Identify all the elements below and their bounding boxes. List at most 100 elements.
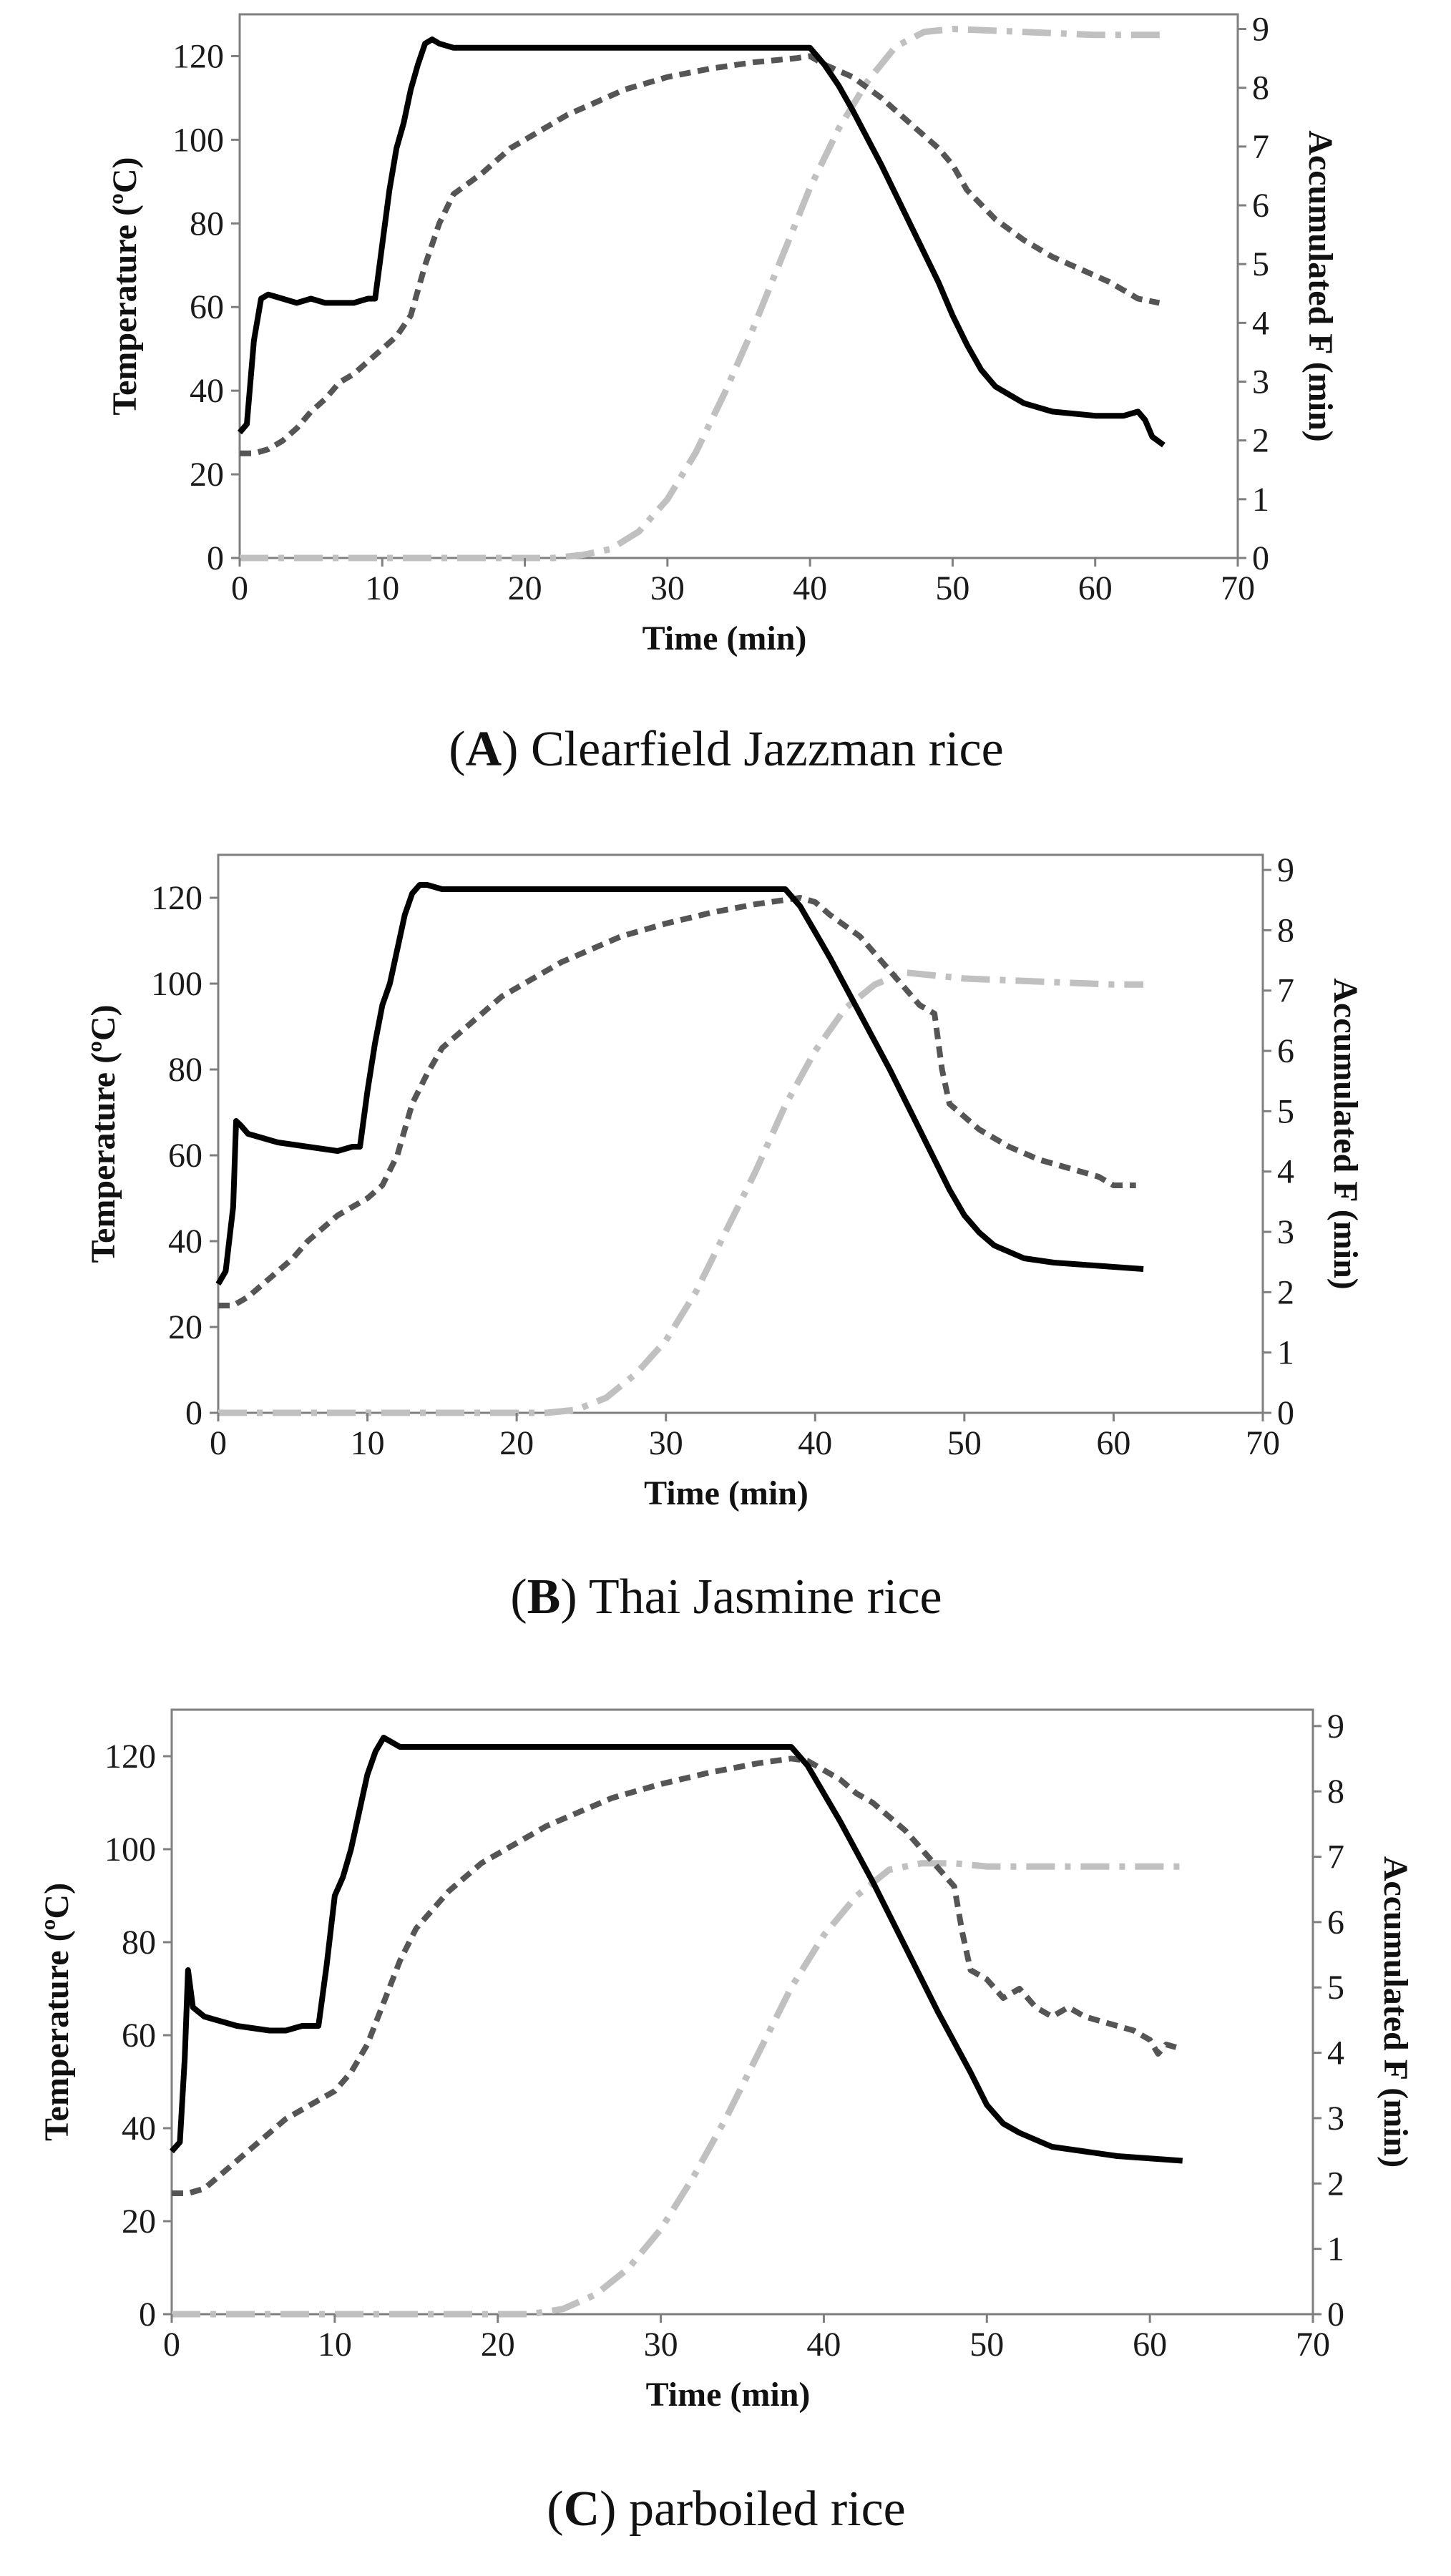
panel-a-y2-tick-label: 8: [1252, 69, 1269, 107]
panel-a-x-tick-label: 10: [365, 569, 399, 607]
panel-c-caption: (C) parboiled rice: [547, 2482, 905, 2537]
panel-b-y2-tick-label: 6: [1277, 1032, 1294, 1070]
panel-b-y2-tick-label: 1: [1277, 1334, 1294, 1372]
panel-b-y-tick-label: 80: [168, 1051, 202, 1089]
panel-b-retort-temperature-line: [215, 882, 1144, 1286]
panel-a-y-tick-label: 0: [207, 539, 224, 577]
panel-a-y2-tick-label: 9: [1252, 11, 1269, 49]
panel-c-y2-tick-label: 2: [1327, 2165, 1344, 2203]
panel-a-y-tick-label: 20: [190, 456, 224, 494]
panel-a-y2-tick-label: 2: [1252, 422, 1269, 460]
panel-b-y2-tick-label: 4: [1277, 1153, 1294, 1191]
panel-a-y-tick-label: 100: [172, 121, 224, 159]
panel-c-accumulated-f-line: [172, 1860, 1183, 2318]
panel-a-y-tick-label: 80: [190, 205, 224, 243]
panel-a-x-axis-label: Time (min): [643, 619, 807, 657]
panel-b-x-tick-label: 70: [1246, 1424, 1280, 1462]
panel-c-y-tick-label: 0: [139, 2296, 156, 2333]
panel-b-caption: (B) Thai Jasmine rice: [510, 1569, 942, 1625]
panel-b-x-tick-label: 20: [499, 1424, 534, 1462]
panel-b-x-tick-label: 0: [210, 1424, 227, 1462]
panel-b-y2-tick-label: 0: [1277, 1394, 1294, 1432]
panel-a-series: [237, 26, 1167, 562]
panel-a-accumulated-f-line: [240, 26, 1167, 562]
panel-b-y-tick-label: 40: [168, 1223, 202, 1260]
panel-a-y-tick-label: 40: [190, 372, 224, 410]
panel-b-x-tick-label: 50: [947, 1424, 982, 1462]
panel-c-core-temperature-line: [172, 1755, 1183, 2196]
panel-b-x-tick-label: 30: [649, 1424, 683, 1462]
panel-c-x-tick-label: 50: [969, 2326, 1004, 2364]
panel-a-caption-text: Clearfield Jazzman rice: [531, 722, 1004, 777]
panel-c-y-axis-label: Temperature (ºC): [38, 1883, 76, 2141]
panel-b-core-temperature-line: [218, 895, 1136, 1308]
panel-c-y2-tick-label: 0: [1327, 2296, 1344, 2333]
panel-a-x-tick-label: 0: [231, 569, 248, 607]
panel-c-retort-temperature-line: [169, 1735, 1183, 2164]
panel-c-y2-tick-label: 3: [1327, 2100, 1344, 2137]
panel-c-caption-letter: C: [564, 2482, 600, 2537]
panel-c-y2-tick-label: 8: [1327, 1773, 1344, 1811]
panel-b-y-tick-label: 60: [168, 1137, 202, 1175]
panel-a-y2-tick-label: 0: [1252, 539, 1269, 577]
panel-c-y2-axis-label: Accumulated F (min): [1377, 1856, 1415, 2168]
panel-a-y2-tick-label: 7: [1252, 128, 1269, 166]
panel-b-y-tick-label: 120: [151, 879, 202, 917]
panel-b-caption-text: Thai Jasmine rice: [589, 1569, 942, 1625]
panel-a-x-tick-label: 40: [793, 569, 827, 607]
panel-a-x-tick-label: 50: [935, 569, 969, 607]
panel-c-caption-text: parboiled rice: [629, 2482, 906, 2537]
panel-c-x-tick-label: 0: [163, 2326, 180, 2364]
panel-c-x-tick-label: 70: [1296, 2326, 1330, 2364]
panel-a-caption: (A) Clearfield Jazzman rice: [449, 722, 1003, 777]
panel-c-y2-tick-label: 1: [1327, 2230, 1344, 2268]
panel-b-y2-tick-label: 7: [1277, 972, 1294, 1010]
panel-c-y2-tick-label: 9: [1327, 1708, 1344, 1745]
panel-b-accumulated-f-line: [218, 969, 1144, 1416]
panel-a-y-tick-label: 120: [172, 37, 224, 75]
panel-b-x-axis-label: Time (min): [644, 1474, 808, 1512]
panel-c-y2-tick-label: 7: [1327, 1838, 1344, 1876]
panel-a-x-tick-label: 20: [508, 569, 542, 607]
panel-c-y2-tick-label: 6: [1327, 1904, 1344, 1941]
panel-c-x-tick-label: 60: [1133, 2326, 1167, 2364]
panel-c-x-tick-label: 20: [481, 2326, 515, 2364]
panel-a-core-temperature-line: [240, 53, 1161, 456]
panel-b-y2-tick-label: 9: [1277, 851, 1294, 889]
panel-b-y2-tick-label: 5: [1277, 1092, 1294, 1130]
panel-b-y-tick-label: 0: [185, 1394, 202, 1432]
panel-a-y-tick-label: 60: [190, 288, 224, 326]
panel-a-y2-tick-label: 6: [1252, 187, 1269, 225]
panel-c-x-tick-label: 10: [318, 2326, 352, 2364]
panel-c-y-tick-label: 40: [122, 2110, 156, 2148]
panel-a-y2-tick-label: 1: [1252, 481, 1269, 519]
panel-a-y2-tick-label: 5: [1252, 245, 1269, 283]
panel-c-y-tick-label: 20: [122, 2203, 156, 2240]
panel-a-x-tick-label: 60: [1078, 569, 1113, 607]
panel-c-y2-tick-label: 4: [1327, 2034, 1344, 2072]
panel-a-caption-letter: A: [466, 722, 502, 777]
panel-b-caption-letter: B: [527, 1569, 561, 1625]
panel-b-plot-frame: [217, 853, 1264, 1414]
panel-b-y2-tick-label: 2: [1277, 1273, 1294, 1311]
panel-a-y2-tick-label: 4: [1252, 304, 1269, 342]
panel-c-y-tick-label: 120: [104, 1738, 156, 1776]
panel-c-y-tick-label: 100: [104, 1831, 156, 1869]
panel-a-y-axis-label: Temperature (ºC): [106, 157, 144, 415]
panel-c: 0 10 20 30 40 50 60 700204060801001200123456789…: [38, 1708, 1415, 2537]
panel-a-retort-temperature-line: [237, 36, 1166, 448]
panel-c-x-tick-label: 40: [806, 2326, 841, 2364]
panel-b-y2-tick-label: 8: [1277, 911, 1294, 949]
panel-c-x-tick-label: 30: [644, 2326, 678, 2364]
panel-b-series: [215, 882, 1144, 1416]
panel-a-y2-tick-label: 3: [1252, 363, 1269, 401]
panel-b-y2-tick-label: 3: [1277, 1213, 1294, 1251]
panel-b-y-axis-label: Temperature (ºC): [84, 1004, 122, 1263]
panel-b-x-tick-label: 60: [1096, 1424, 1130, 1462]
panel-c-plot-frame: [170, 1708, 1314, 2316]
panel-b-x-tick-label: 40: [798, 1424, 832, 1462]
panel-a-x-tick-label: 30: [650, 569, 685, 607]
